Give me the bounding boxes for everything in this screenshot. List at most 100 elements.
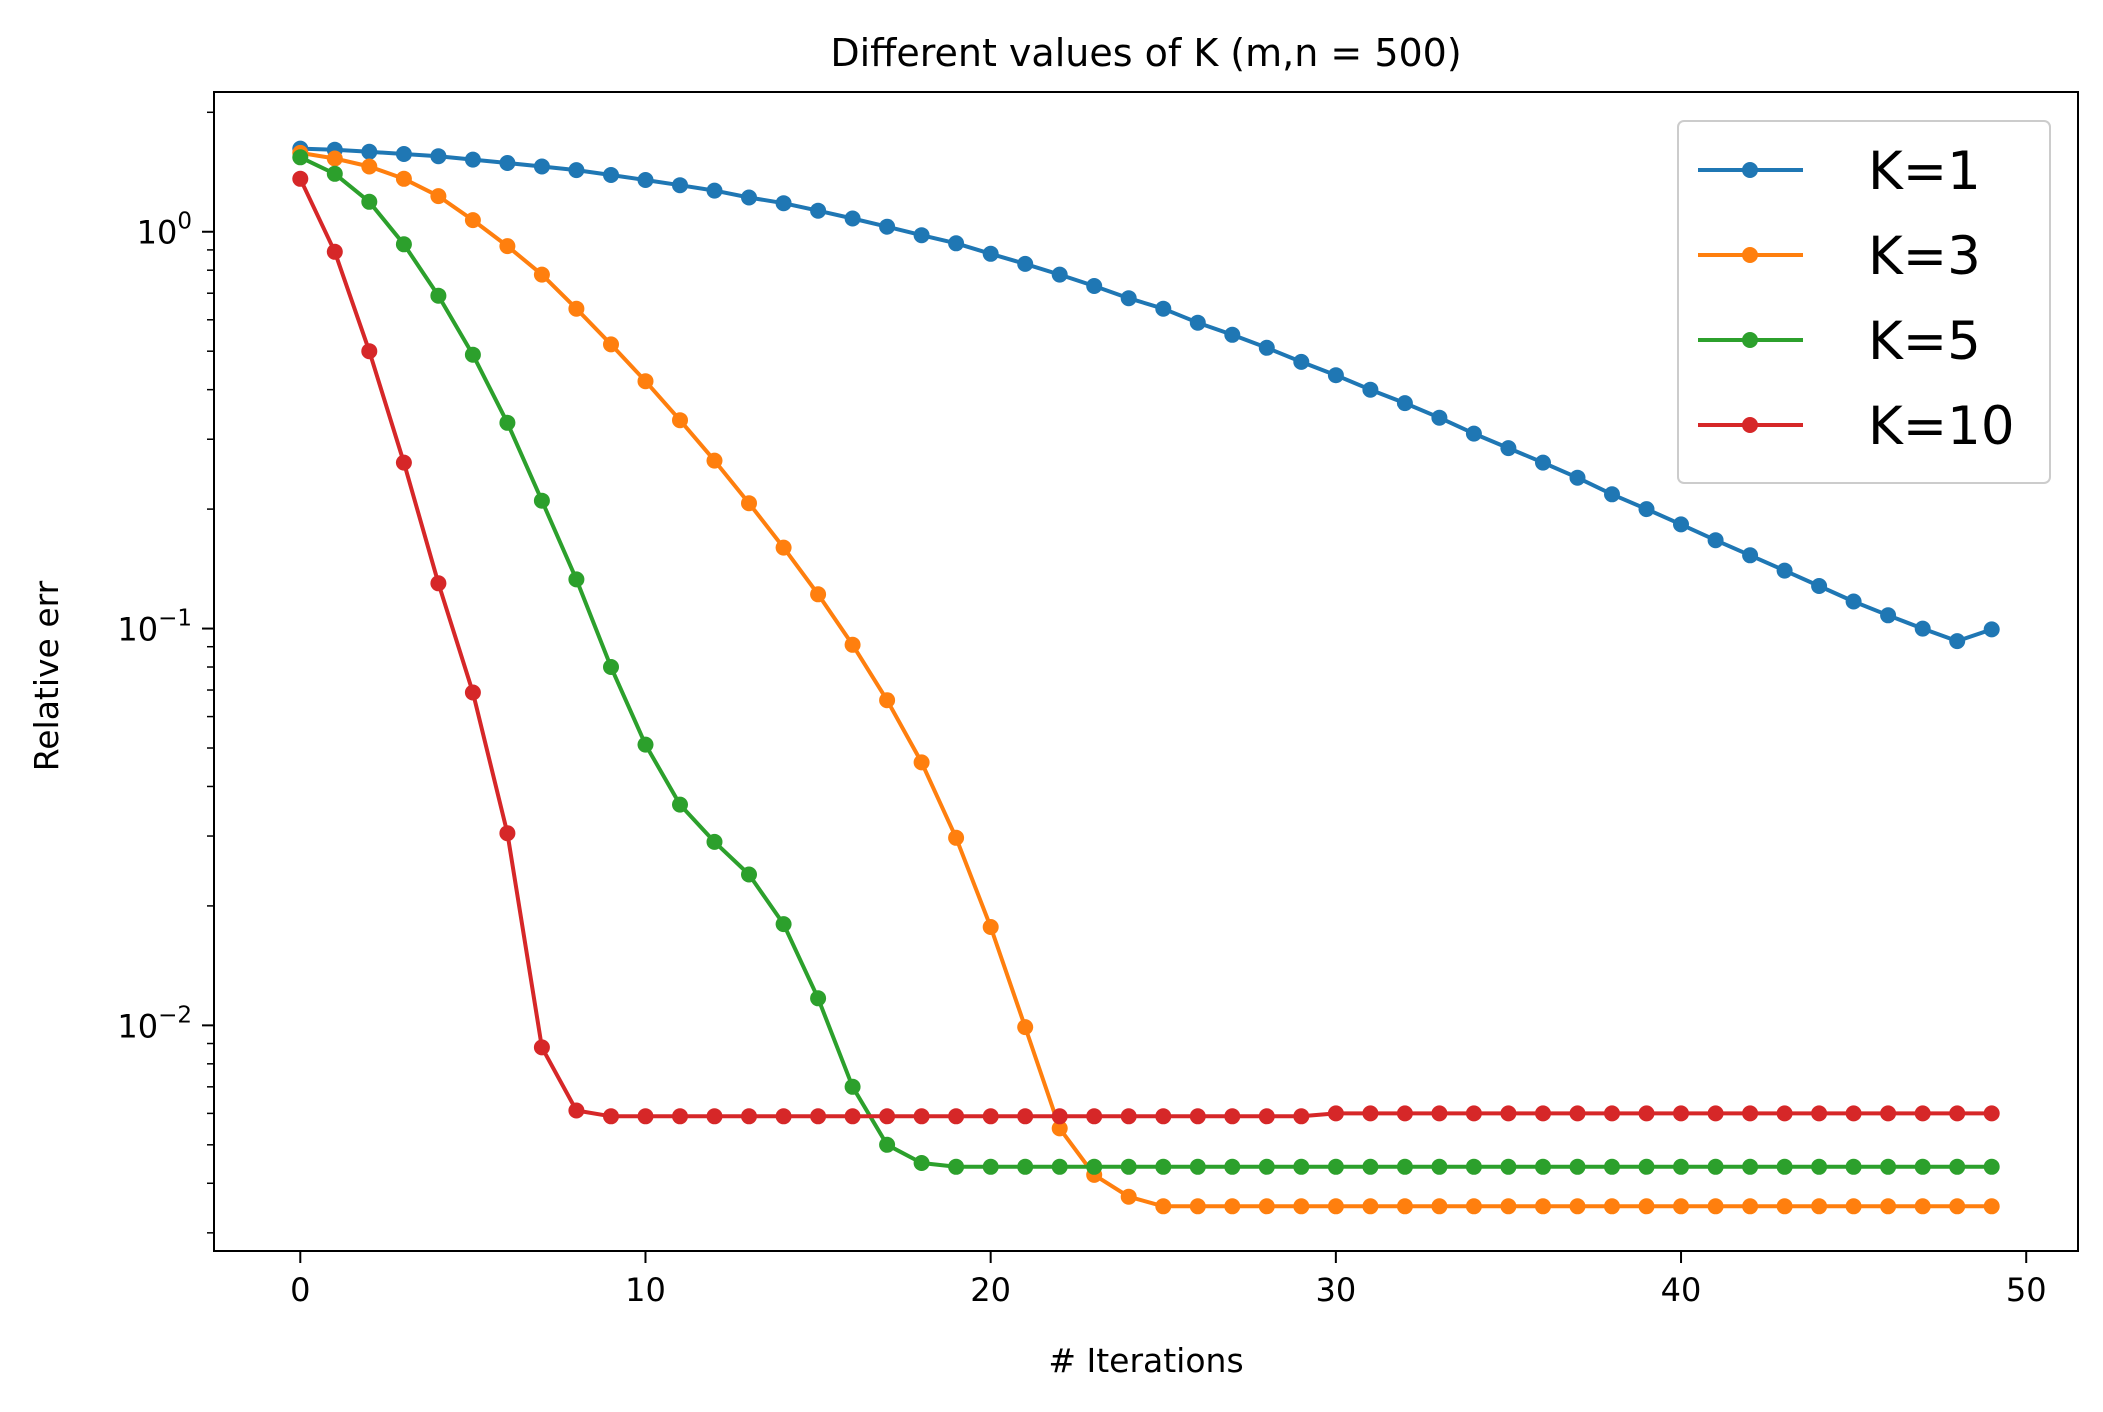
- data-point-s1-40: [1673, 1198, 1689, 1215]
- data-point-s2-25: [1155, 1158, 1172, 1175]
- data-point-s0-22: [1051, 266, 1068, 283]
- data-point-s0-43: [1776, 562, 1793, 579]
- data-point-s0-19: [948, 235, 965, 252]
- data-point-s3-16: [844, 1108, 861, 1125]
- data-point-s1-13: [741, 495, 757, 512]
- data-point-s1-45: [1845, 1198, 1862, 1215]
- plot-area: [292, 140, 2000, 1215]
- data-point-s2-47: [1914, 1158, 1931, 1175]
- data-point-s2-22: [1051, 1158, 1068, 1175]
- data-point-s1-19: [948, 829, 965, 846]
- data-point-s3-15: [810, 1108, 827, 1125]
- y-tick-label-0: 10−2: [117, 1002, 192, 1045]
- data-point-s3-25: [1155, 1108, 1172, 1125]
- data-point-s3-49: [1983, 1105, 2000, 1122]
- data-point-s3-34: [1465, 1105, 1482, 1122]
- data-point-s1-18: [913, 754, 930, 771]
- data-point-s1-32: [1396, 1198, 1413, 1215]
- data-point-s3-28: [1258, 1108, 1275, 1125]
- data-point-s1-47: [1914, 1198, 1931, 1215]
- legend-label-0: K=1: [1868, 141, 1981, 202]
- data-point-s3-40: [1673, 1105, 1689, 1122]
- x-tick-label-0: 0: [290, 1271, 310, 1309]
- data-point-s0-2: [361, 143, 378, 160]
- data-point-s2-19: [948, 1158, 965, 1175]
- data-point-s2-1: [326, 165, 343, 182]
- legend-marker-0: [1742, 162, 1758, 178]
- data-point-s3-33: [1431, 1105, 1448, 1122]
- data-point-s3-48: [1949, 1105, 1966, 1122]
- data-point-s1-34: [1465, 1198, 1482, 1215]
- data-point-s3-10: [637, 1108, 654, 1125]
- data-point-s1-38: [1604, 1198, 1620, 1215]
- data-point-s1-1: [326, 150, 343, 167]
- data-point-s2-6: [499, 414, 516, 431]
- x-tick-label-5: 50: [2006, 1271, 2047, 1309]
- data-point-s2-48: [1949, 1158, 1966, 1175]
- data-point-s2-31: [1362, 1158, 1379, 1175]
- data-point-s2-10: [637, 736, 654, 753]
- data-point-s0-10: [637, 172, 654, 188]
- data-point-s3-9: [603, 1108, 619, 1125]
- data-point-s1-25: [1155, 1198, 1172, 1215]
- data-point-s1-21: [1017, 1019, 1034, 1036]
- data-point-s2-18: [913, 1155, 930, 1171]
- data-point-s1-2: [361, 158, 378, 175]
- data-point-s1-12: [706, 452, 723, 469]
- data-point-s3-3: [395, 454, 412, 471]
- data-point-s3-45: [1845, 1105, 1862, 1122]
- data-point-s0-47: [1914, 620, 1931, 637]
- data-point-s3-2: [361, 343, 378, 360]
- data-point-s2-2: [361, 193, 378, 210]
- chart-title: Different values of K (m,n = 500): [830, 31, 1461, 75]
- data-point-s0-38: [1604, 486, 1620, 503]
- data-point-s3-30: [1327, 1105, 1344, 1122]
- legend: K=1 K=3 K=5 K=10: [1677, 120, 2051, 484]
- data-point-s0-32: [1396, 395, 1413, 412]
- data-point-s3-17: [879, 1108, 896, 1125]
- data-point-s0-42: [1742, 547, 1759, 564]
- data-point-s0-20: [982, 245, 999, 262]
- data-point-s3-39: [1638, 1105, 1655, 1122]
- data-point-s1-16: [844, 636, 861, 653]
- data-point-s2-8: [568, 571, 585, 588]
- data-point-s2-49: [1983, 1158, 2000, 1175]
- data-point-s2-44: [1811, 1158, 1828, 1175]
- y-tick-label-2: 100: [137, 209, 192, 252]
- data-point-s0-3: [395, 146, 412, 162]
- data-point-s0-25: [1155, 300, 1172, 317]
- data-point-s3-41: [1707, 1105, 1724, 1122]
- data-point-s3-13: [741, 1108, 757, 1125]
- data-point-s3-27: [1224, 1108, 1241, 1125]
- data-point-s1-41: [1707, 1198, 1724, 1215]
- data-point-s2-35: [1500, 1158, 1517, 1175]
- data-point-s0-5: [464, 151, 481, 168]
- data-point-s1-48: [1949, 1198, 1966, 1215]
- data-point-s0-14: [775, 195, 792, 212]
- data-point-s2-30: [1327, 1158, 1344, 1175]
- data-point-s0-44: [1811, 578, 1828, 594]
- data-point-s0-29: [1293, 353, 1310, 370]
- data-point-s0-33: [1431, 409, 1448, 426]
- data-point-s2-40: [1673, 1158, 1689, 1175]
- data-point-s0-9: [603, 167, 619, 183]
- data-point-s0-23: [1086, 278, 1103, 294]
- data-point-s1-5: [464, 212, 481, 229]
- data-point-s0-39: [1638, 501, 1655, 518]
- data-point-s2-4: [430, 287, 447, 304]
- data-point-s1-3: [395, 170, 412, 187]
- data-point-s3-18: [913, 1108, 930, 1125]
- data-point-s3-4: [430, 575, 447, 592]
- data-point-s1-14: [775, 539, 792, 556]
- data-point-s1-39: [1638, 1198, 1655, 1215]
- data-point-s2-5: [464, 346, 481, 363]
- data-point-s0-31: [1362, 381, 1379, 398]
- data-point-s2-37: [1569, 1158, 1586, 1175]
- data-point-s1-6: [499, 238, 516, 255]
- data-point-s0-27: [1224, 326, 1241, 343]
- data-point-s2-34: [1465, 1158, 1482, 1175]
- data-point-s3-42: [1742, 1105, 1759, 1122]
- data-point-s0-7: [533, 158, 550, 175]
- data-point-s0-16: [844, 210, 861, 227]
- data-point-s2-15: [810, 990, 827, 1007]
